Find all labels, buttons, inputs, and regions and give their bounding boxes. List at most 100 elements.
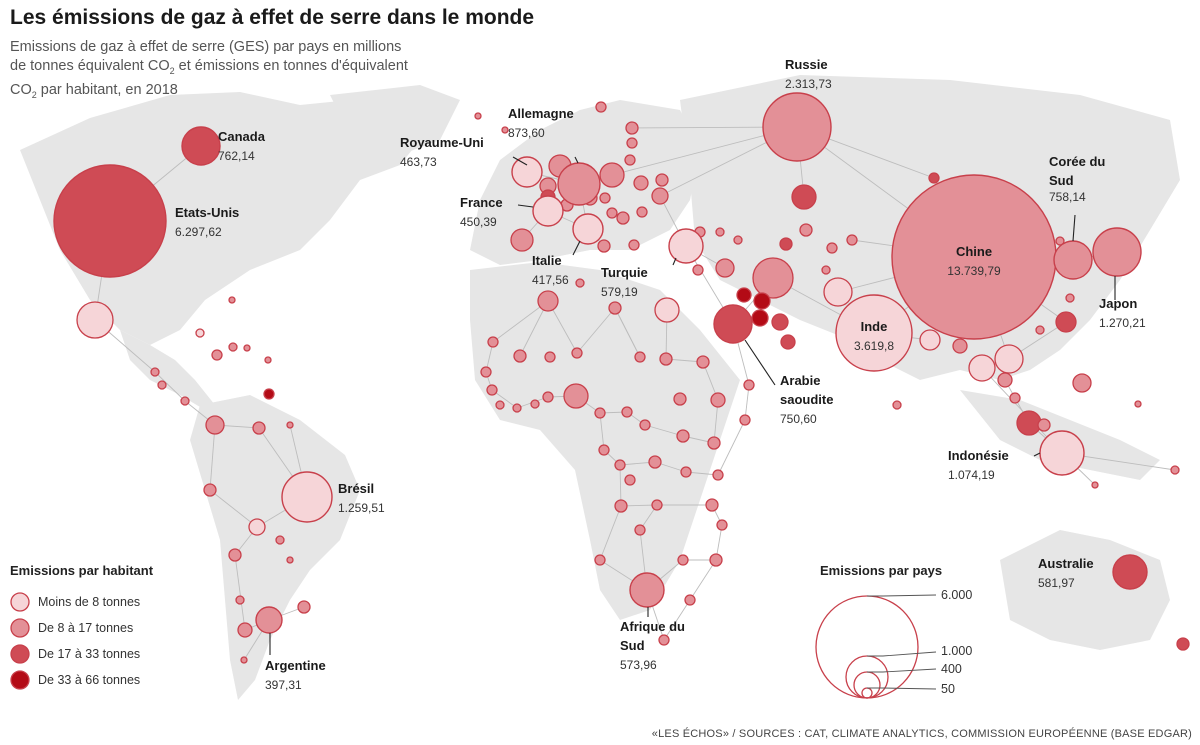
country-name: Chine [956, 244, 992, 259]
country-bubble [286, 556, 294, 564]
country-bubble [1055, 236, 1065, 246]
country-bubble [707, 436, 721, 450]
legend-size-line [867, 594, 937, 597]
country-name: Italie [532, 253, 562, 268]
subtitle-line1: Emissions de gaz à effet de serre (GES) … [10, 39, 402, 55]
subscript-2b: 2 [31, 89, 37, 100]
country-bubble [799, 223, 813, 237]
country-bubble [614, 459, 626, 471]
country-bubble [1091, 481, 1099, 489]
legend-item-label: De 17 à 33 tonnes [38, 647, 141, 661]
legend-size-circle [853, 671, 881, 699]
country-bubble [211, 349, 223, 361]
country-bubble [736, 287, 752, 303]
legend-item-label: De 8 à 17 tonnes [38, 621, 134, 635]
country-bubble [297, 600, 311, 614]
country-bubble [228, 296, 236, 304]
country-bubble [594, 407, 606, 419]
country-name: Inde [861, 319, 888, 334]
country-bubble [598, 444, 610, 456]
country-bubble-japon [1092, 227, 1142, 277]
country-bubble [513, 349, 527, 363]
country-bubble [651, 499, 663, 511]
subtitle-line3a: CO [10, 81, 32, 98]
country-bubble [997, 372, 1013, 388]
country-bubble [243, 344, 251, 352]
north-america-shape [20, 92, 420, 345]
connection-line [154, 371, 186, 402]
country-bubble [791, 184, 817, 210]
country-bubble [252, 421, 266, 435]
country-name: Afrique du [620, 619, 685, 634]
country-value: 1.074,19 [948, 468, 995, 482]
country-bubble [608, 301, 622, 315]
country-bubble [739, 414, 751, 426]
country-bubble [715, 258, 735, 278]
legend-item-label: Moins de 8 tonnes [38, 595, 141, 609]
country-bubble [575, 278, 585, 288]
country-bubble [530, 399, 540, 409]
connection-line [599, 412, 605, 451]
country-bubble [235, 595, 245, 605]
legend-per-capita-title: Emissions par habitant [10, 563, 154, 578]
country-bubble [636, 206, 648, 218]
country-bubble [495, 400, 505, 410]
country-bubble [709, 553, 723, 567]
country-bubble [715, 227, 725, 237]
country-value: 581,97 [1038, 576, 1075, 590]
map-subtitle: Emissions de gaz à effet de serre (GES) … [10, 38, 480, 105]
leader-line [574, 156, 579, 164]
country-bubble [710, 392, 726, 408]
country-bubble [614, 499, 628, 513]
country-bubble [240, 656, 248, 664]
country-value: 758,14 [1049, 190, 1086, 204]
country-bubble [705, 498, 719, 512]
country-bubble [1016, 410, 1042, 436]
country-bubble [571, 347, 583, 359]
country-bubble [1009, 392, 1021, 404]
map-title: Les émissions de gaz à effet de serre da… [10, 6, 535, 29]
country-bubble [639, 419, 651, 431]
country-bubble [275, 535, 285, 545]
country-bubble [771, 313, 789, 331]
country-bubble [655, 173, 669, 187]
country-labels: Canada 762,14 Etats-Unis 6.297,62 Russie 2.31… [175, 57, 1146, 692]
country-bubble [673, 392, 687, 406]
legend-size-circle [845, 655, 889, 699]
country-bubble [633, 175, 649, 191]
country-bubble [544, 351, 556, 363]
country-bubble [228, 342, 238, 352]
south-america-shape [190, 395, 360, 700]
legend-size-line [867, 651, 937, 657]
country-bubble [237, 622, 253, 638]
connection-line [492, 300, 549, 343]
legend-size-label: 1.000 [941, 644, 973, 658]
country-name: Australie [1038, 556, 1094, 571]
legend-size-line [867, 687, 937, 690]
leader-line [512, 156, 528, 166]
central-america-shape [120, 330, 215, 410]
country-bubble-russie [762, 92, 832, 162]
connection-line [717, 419, 746, 476]
country-bubble [624, 154, 636, 166]
country-bubble [952, 338, 968, 354]
country-value: 579,19 [601, 285, 638, 299]
country-bubble [654, 297, 680, 323]
country-bubble [474, 112, 482, 120]
country-bubble-indon-sie [1039, 430, 1085, 476]
country-value: 2.313,73 [785, 77, 832, 91]
connection-line [209, 489, 258, 528]
country-bubble [628, 239, 640, 251]
country-bubble [716, 519, 728, 531]
country-bubble [595, 101, 607, 113]
country-bubble [1055, 311, 1077, 333]
country-value: 1.270,21 [1099, 316, 1146, 330]
country-bubble-royaume-uni [511, 156, 543, 188]
country-bubble [733, 235, 743, 245]
australia-shape [1000, 530, 1170, 650]
legend-graphics [10, 592, 937, 699]
country-bubble [594, 554, 606, 566]
country-bubble [696, 355, 710, 369]
country-bubble [599, 192, 611, 204]
